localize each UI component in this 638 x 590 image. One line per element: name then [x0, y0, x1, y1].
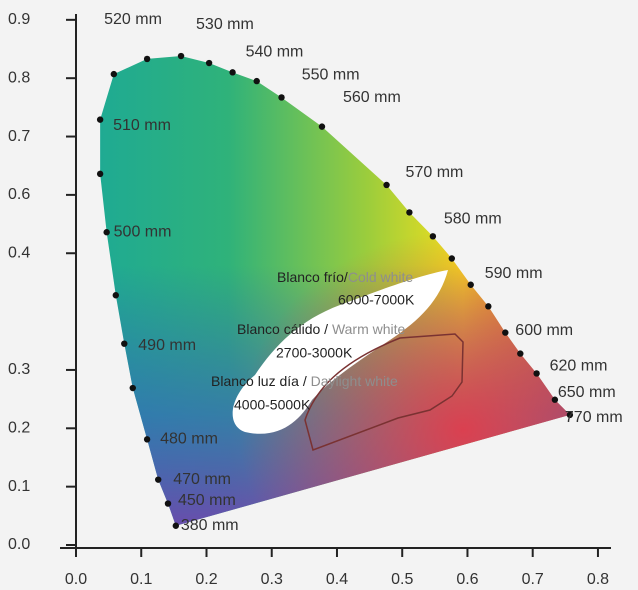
point: [121, 340, 128, 347]
point-label: 620 mm: [550, 358, 608, 375]
annotation: 2700-3000K: [276, 345, 353, 361]
point: [229, 69, 236, 76]
color-region: [100, 56, 570, 526]
y-tick-label: 0.0: [8, 536, 30, 553]
annotation: Blanco frío/Cold white: [277, 269, 413, 285]
point: [143, 436, 151, 443]
point: [103, 229, 110, 236]
point-label: 550 mm: [302, 66, 360, 83]
x-tick-label: 0.3: [261, 571, 283, 588]
y-tick-label: 0.1: [8, 478, 30, 495]
white-region: [232, 270, 448, 434]
point: [485, 303, 492, 310]
point-label: 590 mm: [485, 265, 543, 282]
point: [467, 281, 474, 288]
point-label: 380 mm: [181, 517, 239, 534]
point: [205, 59, 213, 67]
point-label: 520 mm: [104, 11, 162, 28]
x-tick-label: 0.0: [65, 571, 87, 588]
point: [96, 116, 104, 123]
annotation-text: Blanco luz día /: [211, 373, 311, 389]
point: [533, 370, 540, 377]
x-tick-label: 0.2: [195, 571, 217, 588]
annotation: Blanco luz día / Daylight white: [211, 373, 398, 389]
point-label: 650 mm: [558, 384, 616, 401]
point: [551, 396, 559, 403]
y-tick-label: 0.6: [8, 186, 30, 203]
point-label: 600 mm: [515, 322, 573, 339]
point-label: 770 mm: [565, 409, 623, 426]
point: [383, 181, 390, 189]
point: [429, 233, 437, 240]
warm-white-outline: [304, 333, 464, 451]
y-tick-label: 0.9: [8, 11, 30, 28]
point: [143, 55, 151, 63]
point: [155, 476, 162, 483]
point-label: 570 mm: [406, 164, 464, 181]
point: [172, 522, 180, 529]
y-tick-label: 0.3: [8, 361, 30, 378]
point: [177, 52, 185, 60]
y-tick-label: 0.4: [8, 244, 30, 261]
point: [517, 350, 524, 357]
annotation: 4000-5000K: [234, 397, 311, 413]
x-tick-label: 0.8: [587, 571, 609, 588]
point-label: 490 mm: [138, 337, 196, 354]
annotation: Blanco cálido / Warm white: [237, 321, 406, 337]
point-label: 450 mm: [178, 492, 236, 509]
point-label: 510 mm: [113, 117, 171, 134]
point: [278, 94, 285, 101]
annotation-text: Cold white: [348, 269, 414, 285]
x-tick-label: 0.5: [391, 571, 413, 588]
annotation-text: Warm white: [332, 321, 406, 337]
annotation-text: Daylight white: [311, 373, 398, 389]
point-label: 500 mm: [114, 223, 172, 240]
point-label: 540 mm: [246, 44, 304, 61]
x-tick-label: 0.6: [456, 571, 478, 588]
point: [502, 329, 509, 336]
point: [318, 123, 326, 130]
point: [129, 384, 136, 392]
point: [406, 209, 413, 216]
point-label: 470 mm: [173, 471, 231, 488]
point: [96, 170, 104, 178]
annotation-text: Blanco frío/: [277, 269, 348, 285]
point-label: 480 mm: [160, 431, 218, 448]
x-tick-label: 0.4: [326, 571, 348, 588]
annotation: 6000-7000K: [338, 292, 415, 308]
point-label: 560 mm: [343, 89, 401, 106]
point: [448, 255, 456, 262]
point-label: 530 mm: [196, 16, 254, 33]
point: [566, 411, 574, 419]
y-tick-label: 0.7: [8, 128, 30, 145]
point: [110, 70, 118, 78]
y-tick-label: 0.2: [8, 420, 30, 437]
y-tick-label: 0.8: [8, 69, 30, 86]
annotation-text: Blanco cálido /: [237, 321, 332, 337]
point: [112, 292, 119, 299]
point: [253, 77, 260, 85]
point: [164, 500, 172, 507]
point-label: 580 mm: [444, 211, 502, 228]
x-tick-label: 0.1: [130, 571, 152, 588]
x-tick-label: 0.7: [522, 571, 544, 588]
